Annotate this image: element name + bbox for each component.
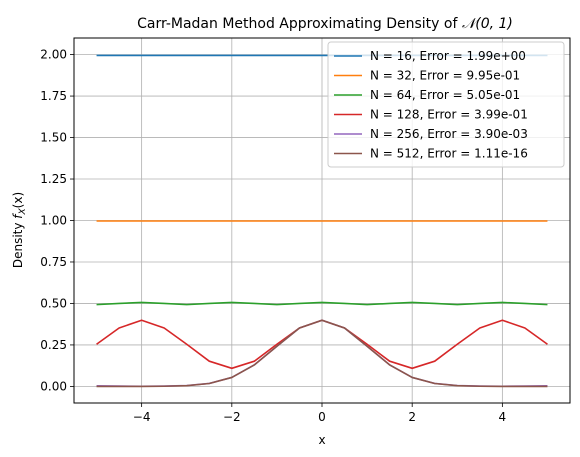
legend-label: N = 16, Error = 1.99e+00 (370, 49, 526, 63)
legend-label: N = 32, Error = 9.95e-01 (370, 69, 520, 83)
y-tick-label: 1.00 (40, 214, 67, 228)
y-tick-label: 2.00 (40, 48, 67, 62)
legend-label: N = 256, Error = 3.90e-03 (370, 127, 528, 141)
y-tick-label: 0.50 (40, 296, 67, 310)
legend-label: N = 128, Error = 3.99e-01 (370, 108, 528, 122)
y-axis-label: Density fX(x) (11, 192, 28, 268)
y-tick-label: 1.75 (40, 89, 67, 103)
y-tick-label: 0.00 (40, 379, 67, 393)
legend-label: N = 64, Error = 5.05e-01 (370, 88, 520, 102)
y-tick-label: 0.75 (40, 255, 67, 269)
x-axis-label: x (318, 433, 325, 447)
legend: N = 16, Error = 1.99e+00 N = 32, Error = … (327, 41, 565, 168)
y-tick-label: 0.25 (40, 338, 67, 352)
series-line (96, 301, 548, 306)
x-tick-label: −4 (133, 410, 151, 424)
x-tick-label: −2 (223, 410, 241, 424)
chart-title: Carr-Madan Method Approximating Density … (137, 16, 513, 32)
x-tick-label: 0 (318, 410, 326, 424)
series-line (96, 319, 548, 388)
legend-box (327, 41, 565, 168)
y-tick-label: 1.50 (40, 131, 67, 145)
y-tick-label: 1.25 (40, 172, 67, 186)
series-group (96, 54, 548, 388)
axis-ticks: −4 −2 0 2 4 0.00 0.25 0.50 0.75 1.00 1.25 1.50 1.75 2… (40, 48, 506, 424)
x-tick-label: 4 (499, 410, 507, 424)
legend-label: N = 512, Error = 1.11e-16 (370, 147, 528, 161)
x-tick-label: 2 (408, 410, 416, 424)
